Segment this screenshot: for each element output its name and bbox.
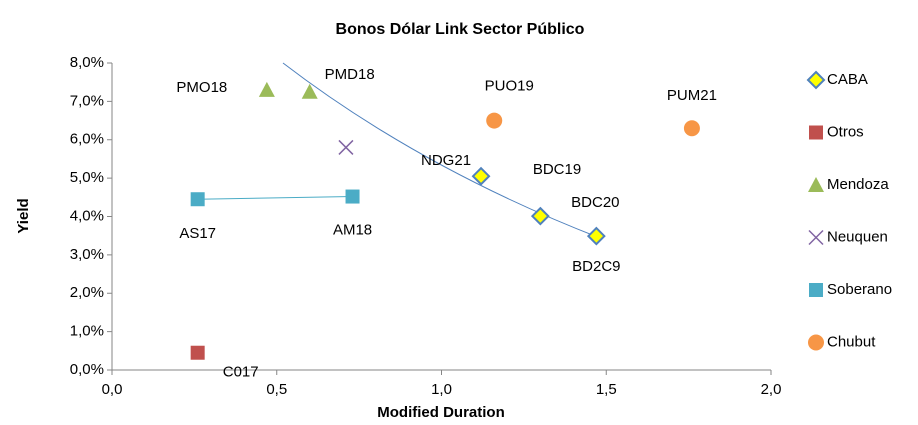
chart-title: Bonos Dólar Link Sector Público xyxy=(336,21,585,38)
point xyxy=(683,120,700,137)
point-label: PMD18 xyxy=(325,66,375,83)
point xyxy=(471,166,491,186)
point-label: BD2C9 xyxy=(572,258,620,275)
point xyxy=(301,83,318,99)
y-tick-label: 1,0% xyxy=(70,323,104,340)
point xyxy=(586,226,606,246)
point-label: PUO19 xyxy=(485,78,534,95)
y-tick-label: 4,0% xyxy=(70,207,104,224)
point xyxy=(190,192,205,207)
point-label: BDC20 xyxy=(571,194,619,211)
y-tick-label: 7,0% xyxy=(70,92,104,109)
y-tick-label: 2,0% xyxy=(70,284,104,301)
y-tick-label: 3,0% xyxy=(70,246,104,263)
annotation: BDC19 xyxy=(533,161,581,178)
legend-marker xyxy=(808,177,824,192)
legend-label: Otros xyxy=(827,123,864,140)
legend-marker xyxy=(808,229,824,246)
point xyxy=(486,112,503,129)
legend-marker xyxy=(809,125,823,140)
point-label: AM18 xyxy=(333,222,372,239)
x-tick-label: 1,5 xyxy=(596,381,617,398)
point xyxy=(530,206,550,226)
point-label: AS17 xyxy=(179,225,216,242)
point xyxy=(345,189,360,204)
point-label: NDG21 xyxy=(421,152,471,169)
legend-label: Neuquen xyxy=(827,228,888,245)
y-tick-label: 5,0% xyxy=(70,169,104,186)
x-tick-label: 2,0 xyxy=(761,381,782,398)
x-tick-label: 1,0 xyxy=(431,381,452,398)
trendline xyxy=(282,62,601,239)
legend-label: Chubut xyxy=(827,333,876,350)
legend-label: CABA xyxy=(827,71,868,88)
y-axis-title: Yield xyxy=(15,198,32,233)
legend-label: Mendoza xyxy=(827,176,889,193)
point xyxy=(190,345,205,360)
series-line xyxy=(197,196,353,200)
legend-label: Soberano xyxy=(827,281,892,298)
x-axis-title: Modified Duration xyxy=(377,404,505,421)
point-label: PMO18 xyxy=(176,79,227,96)
y-tick-label: 8,0% xyxy=(70,54,104,71)
point-label: C017 xyxy=(223,364,259,381)
x-tick-label: 0,0 xyxy=(102,381,123,398)
legend-marker xyxy=(806,70,826,90)
y-tick-label: 0,0% xyxy=(70,361,104,378)
x-tick-label: 0,5 xyxy=(266,381,287,398)
point xyxy=(338,139,354,155)
y-tick-label: 6,0% xyxy=(70,131,104,148)
legend-marker xyxy=(809,283,823,297)
point xyxy=(258,81,275,97)
point-label: PUM21 xyxy=(667,87,717,104)
legend-marker xyxy=(808,334,824,351)
